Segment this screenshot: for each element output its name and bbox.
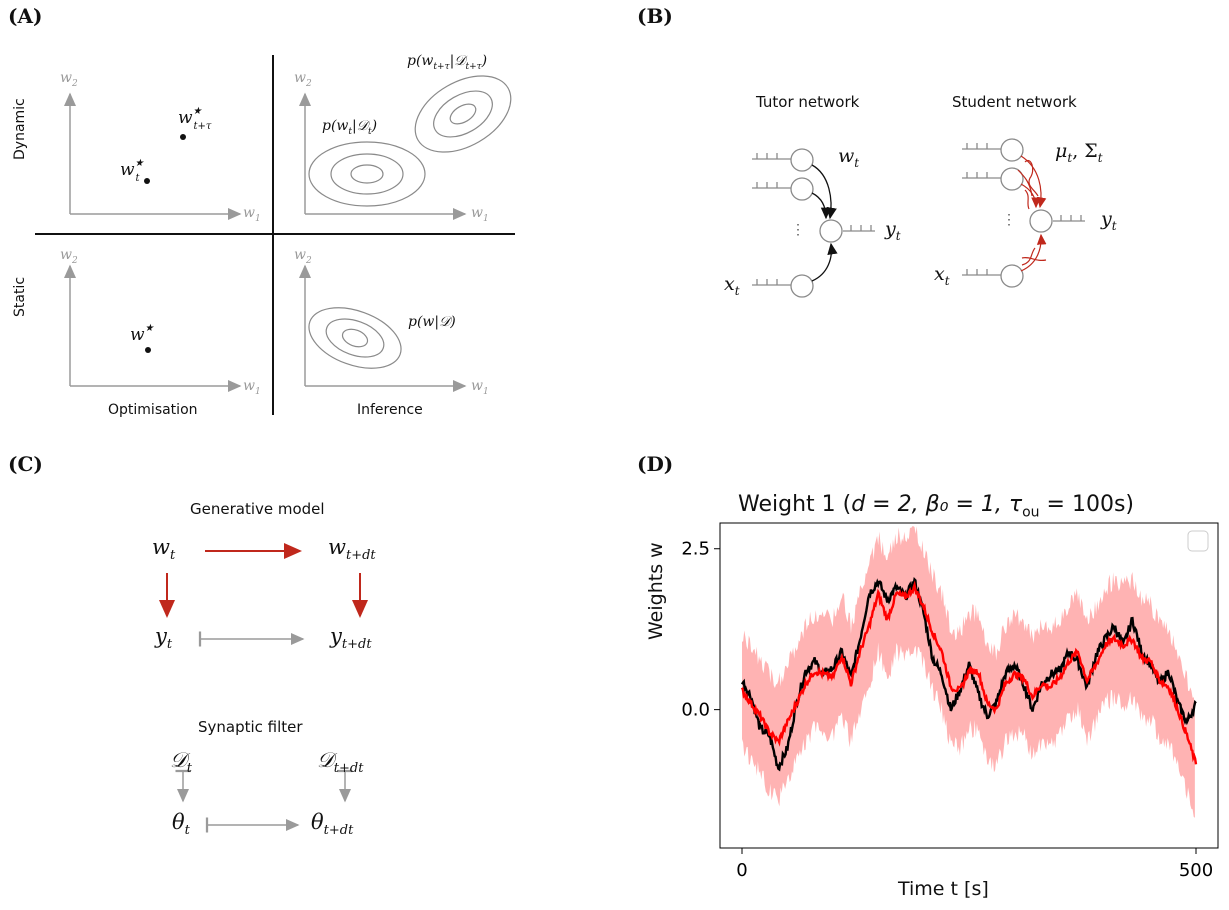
student-param-label: μt, Σt	[1055, 140, 1103, 165]
axis-label-w2: w2	[60, 70, 78, 89]
y-tick-label: 0.0	[681, 700, 710, 721]
tutor-ellipsis: ⋮	[791, 222, 805, 238]
student-output-label: yt	[1101, 208, 1117, 233]
y-tick-label: 2.5	[681, 539, 710, 560]
label-posterior-future: p(wt+τ|𝒟t+τ)	[407, 53, 488, 72]
chart-title: Weight 1 (d = 2, β₀ = 1, τou = 100s)	[738, 492, 1135, 521]
series-posterior-mean-line	[740, 580, 1198, 765]
label-optimum-future: w★t+τ	[178, 106, 212, 132]
axis-label-w1: w1	[243, 378, 261, 397]
tutor-output-label: yt	[885, 218, 901, 243]
axis-label-w1: w1	[243, 205, 261, 224]
col-label-inference: Inference	[357, 402, 423, 418]
student-input-label: xt	[934, 263, 950, 288]
x-tick-label: 500	[1179, 860, 1213, 881]
series-ground-truth-line	[740, 576, 1197, 772]
gen-w-tdt: wt+dt	[328, 535, 376, 564]
synaptic-filter-title: Synaptic filter	[198, 718, 303, 736]
x-tick-label: 0	[736, 860, 747, 881]
tutor-weight-label: wt	[838, 145, 860, 170]
label-posterior-static: p(w|𝒟)	[408, 314, 456, 330]
filter-d-tdt: 𝒟t+dt	[317, 748, 364, 777]
tutor-input-label: xt	[724, 273, 740, 298]
student-network-title: Student network	[952, 93, 1077, 111]
plot-frame	[719, 522, 1219, 849]
label-posterior-current: p(wt|𝒟t)	[322, 118, 378, 137]
chart-xlabel: Time t [s]	[898, 878, 989, 900]
axis-label-w2: w2	[294, 247, 312, 266]
gen-w-t: wt	[152, 535, 176, 564]
axis-label-w1: w1	[471, 205, 489, 224]
gen-y-t: yt	[155, 624, 173, 653]
filter-theta-tdt: θt+dt	[311, 810, 354, 839]
axis-label-w2: w2	[60, 247, 78, 266]
axis-label-w1: w1	[471, 378, 489, 397]
tutor-network-title: Tutor network	[756, 93, 860, 111]
panel-label-d: (D)	[637, 452, 674, 476]
student-ellipsis: ⋮	[1002, 212, 1016, 228]
label-optimum-static: w★	[130, 323, 154, 345]
generative-model-title: Generative model	[190, 500, 325, 518]
panel-label-b: (B)	[637, 4, 673, 28]
legend-box	[1187, 530, 1209, 552]
col-label-optimisation: Optimisation	[108, 402, 198, 418]
filter-d-t: 𝒟t	[170, 748, 192, 777]
panel-label-a: (A)	[8, 4, 43, 28]
label-optimum-current: w★t	[120, 158, 144, 184]
gen-y-tdt: yt+dt	[330, 624, 372, 653]
filter-theta-t: θt	[172, 810, 190, 839]
panel-label-c: (C)	[8, 452, 43, 476]
axis-label-w2: w2	[294, 70, 312, 89]
